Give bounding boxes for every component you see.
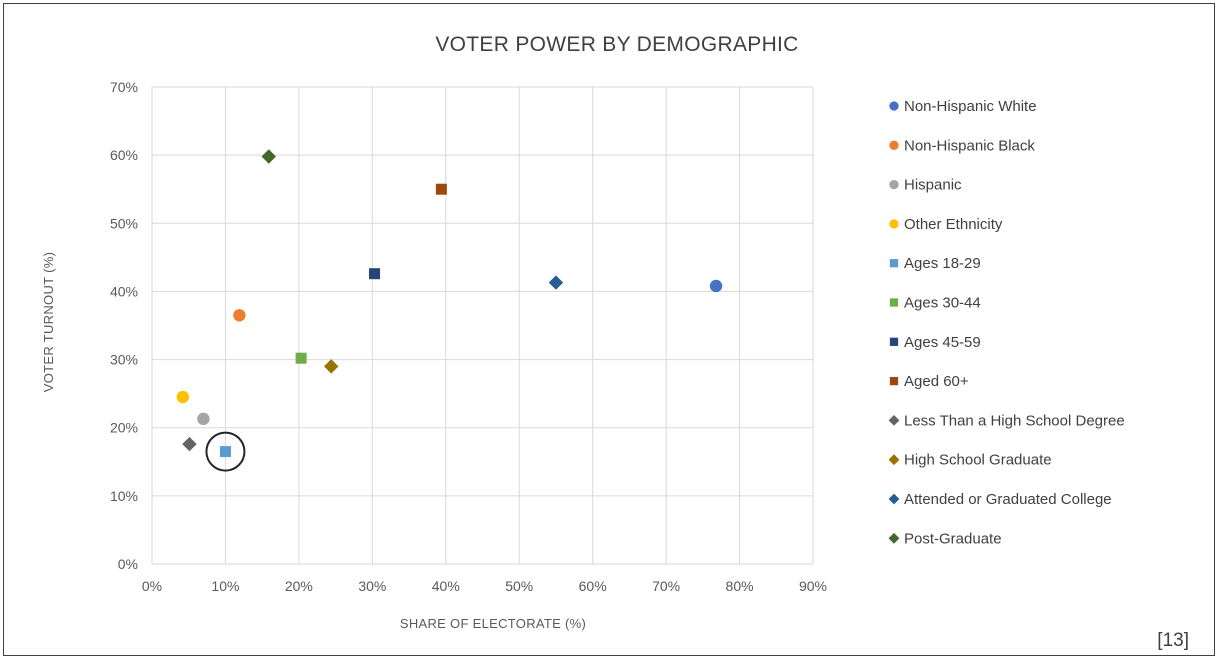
gridlines <box>151 86 814 565</box>
x-tick-label: 20% <box>285 578 313 594</box>
data-point <box>709 279 723 293</box>
legend-entry: Ages 30-44 <box>904 295 981 312</box>
legend-marker <box>889 101 899 111</box>
y-axis-label: VOTER TURNOUT (%) <box>41 252 56 392</box>
legend-entry: Attended or Graduated College <box>904 491 1112 508</box>
x-tick-label: 80% <box>726 578 754 594</box>
legend-marker <box>889 140 899 150</box>
legend-entry: Ages 45-59 <box>904 334 981 351</box>
legend: Non-Hispanic White Non-Hispanic Black Hisp… <box>888 98 1125 547</box>
data-point <box>435 183 447 195</box>
x-tick-label: 0% <box>142 578 162 594</box>
y-axis-ticks: 0% 10% 20% 30% 40% 50% 60% 70% <box>110 79 138 572</box>
data-point <box>176 390 190 404</box>
chart-title: VOTER POWER BY DEMOGRAPHIC <box>435 33 798 56</box>
y-tick-label: 20% <box>110 420 138 436</box>
y-tick-label: 10% <box>110 488 138 504</box>
x-tick-label: 50% <box>505 578 533 594</box>
x-tick-label: 10% <box>211 578 239 594</box>
x-tick-label: 40% <box>432 578 460 594</box>
legend-marker <box>889 337 899 346</box>
legend-marker <box>888 493 900 505</box>
data-point <box>233 309 246 322</box>
y-tick-label: 60% <box>110 147 138 163</box>
data-point <box>261 149 276 164</box>
legend-marker <box>888 532 900 544</box>
data-point <box>324 359 339 374</box>
data-point <box>197 412 210 426</box>
legend-entry: Non-Hispanic Black <box>904 137 1035 154</box>
y-tick-label: 40% <box>110 283 138 299</box>
x-tick-label: 60% <box>579 578 607 594</box>
legend-entry: Post-Graduate <box>904 530 1002 547</box>
data-point <box>548 275 564 290</box>
data-point <box>295 352 307 364</box>
data-points <box>176 149 723 458</box>
legend-marker <box>889 259 899 268</box>
legend-entry: Non-Hispanic White <box>904 98 1037 115</box>
x-tick-label: 30% <box>358 578 386 594</box>
legend-marker <box>888 454 900 466</box>
highlight-circle <box>205 431 246 472</box>
legend-marker <box>889 298 899 307</box>
highlight-annotation <box>205 431 246 472</box>
legend-entry: High School Graduate <box>904 452 1052 469</box>
footnote: [13] <box>1157 630 1189 651</box>
chart-frame: VOTER POWER BY DEMOGRAPHIC 0% 10% 20% 30% 40… <box>3 3 1215 656</box>
legend-entry: Less Than a High School Degree <box>904 412 1125 429</box>
y-tick-label: 30% <box>110 352 138 368</box>
legend-entry: Aged 60+ <box>904 373 969 390</box>
legend-marker <box>889 219 899 229</box>
data-point <box>369 268 381 280</box>
data-point <box>182 436 197 452</box>
x-tick-label: 70% <box>652 578 680 594</box>
y-tick-label: 0% <box>118 556 138 572</box>
x-axis-label: SHARE OF ELECTORATE (%) <box>400 616 586 631</box>
y-tick-label: 50% <box>110 215 138 231</box>
legend-marker <box>888 415 900 426</box>
data-point <box>219 446 231 458</box>
y-tick-label: 70% <box>110 79 138 95</box>
legend-entry: Other Ethnicity <box>904 216 1003 233</box>
legend-marker <box>889 376 899 386</box>
x-tick-label: 90% <box>799 578 827 594</box>
legend-entry: Hispanic <box>904 177 962 194</box>
legend-entry: Ages 18-29 <box>904 255 981 272</box>
x-axis-ticks: 0% 10% 20% 30% 40% 50% 60% 70% 80% 90% <box>142 578 827 594</box>
legend-marker <box>889 179 899 190</box>
scatter-chart: VOTER POWER BY DEMOGRAPHIC 0% 10% 20% 30% 40… <box>41 33 1189 651</box>
